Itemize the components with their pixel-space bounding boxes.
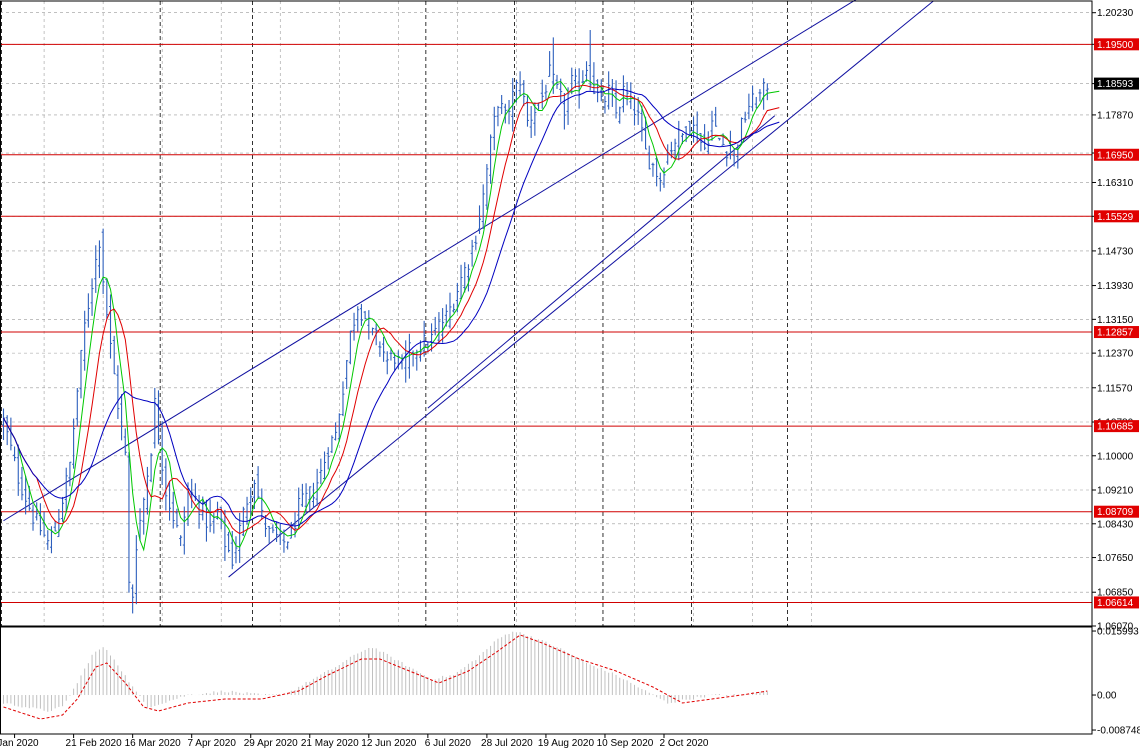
current-price-tag (1094, 77, 1139, 90)
oscillator-panel (0, 627, 1092, 734)
time-tick-label: 21 Feb 2020 (66, 738, 123, 749)
time-tick-label: 12 Jun 2020 (361, 738, 416, 749)
time-tick-label: 6 Jul 2020 (425, 738, 472, 749)
level-label-3: 1.12857 (1097, 328, 1134, 339)
moving-average-21 (3, 88, 780, 527)
time-tick-label: 21 May 2020 (301, 738, 359, 749)
price-tick-label: 1.14730 (1097, 246, 1134, 257)
channel-line-1 (228, 0, 934, 578)
level-label-1: 1.16950 (1097, 150, 1134, 161)
level-label-5: 1.08709 (1097, 507, 1134, 518)
time-tick-label: Jan 2020 (0, 738, 39, 749)
price-axis: 1.202301.178701.169901.163101.147301.139… (1092, 8, 1140, 737)
price-tick-label: 1.08430 (1097, 519, 1134, 530)
trend-channel (3, 0, 934, 578)
level-tag-2 (1094, 210, 1139, 223)
price-tick-label: 1.17870 (1097, 110, 1134, 121)
level-tag-0 (1094, 38, 1139, 51)
osc-tick-label: 0.00 (1097, 691, 1117, 702)
level-tag-1 (1094, 148, 1139, 161)
price-tick-label: 1.13930 (1097, 281, 1134, 292)
horizontal-levels (0, 43, 1092, 603)
grid (0, 1, 1092, 734)
level-tag-6 (1094, 596, 1139, 609)
osc-tick-label: -0.008748 (1097, 726, 1140, 737)
level-label-2: 1.15529 (1097, 212, 1134, 223)
price-tick-label: 1.12370 (1097, 349, 1134, 360)
time-axis: Jan 2020 21 Feb 2020 16 Mar 2020 7 Apr 2020… (0, 734, 709, 749)
current-price-label: 1.18593 (1097, 79, 1134, 90)
price-tick-label: 1.07650 (1097, 553, 1134, 564)
moving-average-5 (3, 79, 780, 552)
period-separators (1, 1, 788, 734)
channel-line-0 (3, 0, 857, 522)
time-tick-label: 29 Apr 2020 (244, 738, 298, 749)
price-panel-border (0, 0, 1093, 627)
time-tick-label: 16 Mar 2020 (125, 738, 182, 749)
price-tick-label: 1.09210 (1097, 485, 1134, 496)
osc-tick-label: 0.015993 (1097, 627, 1139, 638)
moving-average-10 (3, 84, 780, 535)
candles (2, 30, 769, 614)
price-tick-label: 1.06070 (1097, 622, 1134, 633)
price-tick-label: 1.13150 (1097, 315, 1134, 326)
moving-averages (3, 79, 780, 552)
level-tag-4 (1094, 420, 1139, 433)
level-label-4: 1.10685 (1097, 422, 1134, 433)
time-tick-label: 2 Oct 2020 (660, 738, 709, 749)
time-tick-label: 28 Jul 2020 (481, 738, 533, 749)
level-tag-5 (1094, 505, 1139, 518)
level-label-0: 1.19500 (1097, 40, 1134, 51)
price-tick-label: 1.06850 (1097, 588, 1134, 599)
price-tick-label: 1.11570 (1097, 383, 1133, 394)
time-tick-label: 19 Aug 2020 (538, 738, 595, 749)
price-tick-label: 1.10000 (1097, 451, 1134, 462)
price-tick-label: 1.16310 (1097, 178, 1134, 189)
time-tick-label: 7 Apr 2020 (188, 738, 237, 749)
chart-frame (0, 0, 1093, 735)
price-tick-label: 1.20230 (1097, 8, 1134, 19)
signal-line (3, 634, 768, 720)
level-tag-3 (1094, 326, 1139, 339)
level-label-6: 1.06614 (1097, 598, 1134, 609)
channel-line-2 (427, 115, 776, 409)
time-tick-label: 10 Sep 2020 (597, 738, 654, 749)
